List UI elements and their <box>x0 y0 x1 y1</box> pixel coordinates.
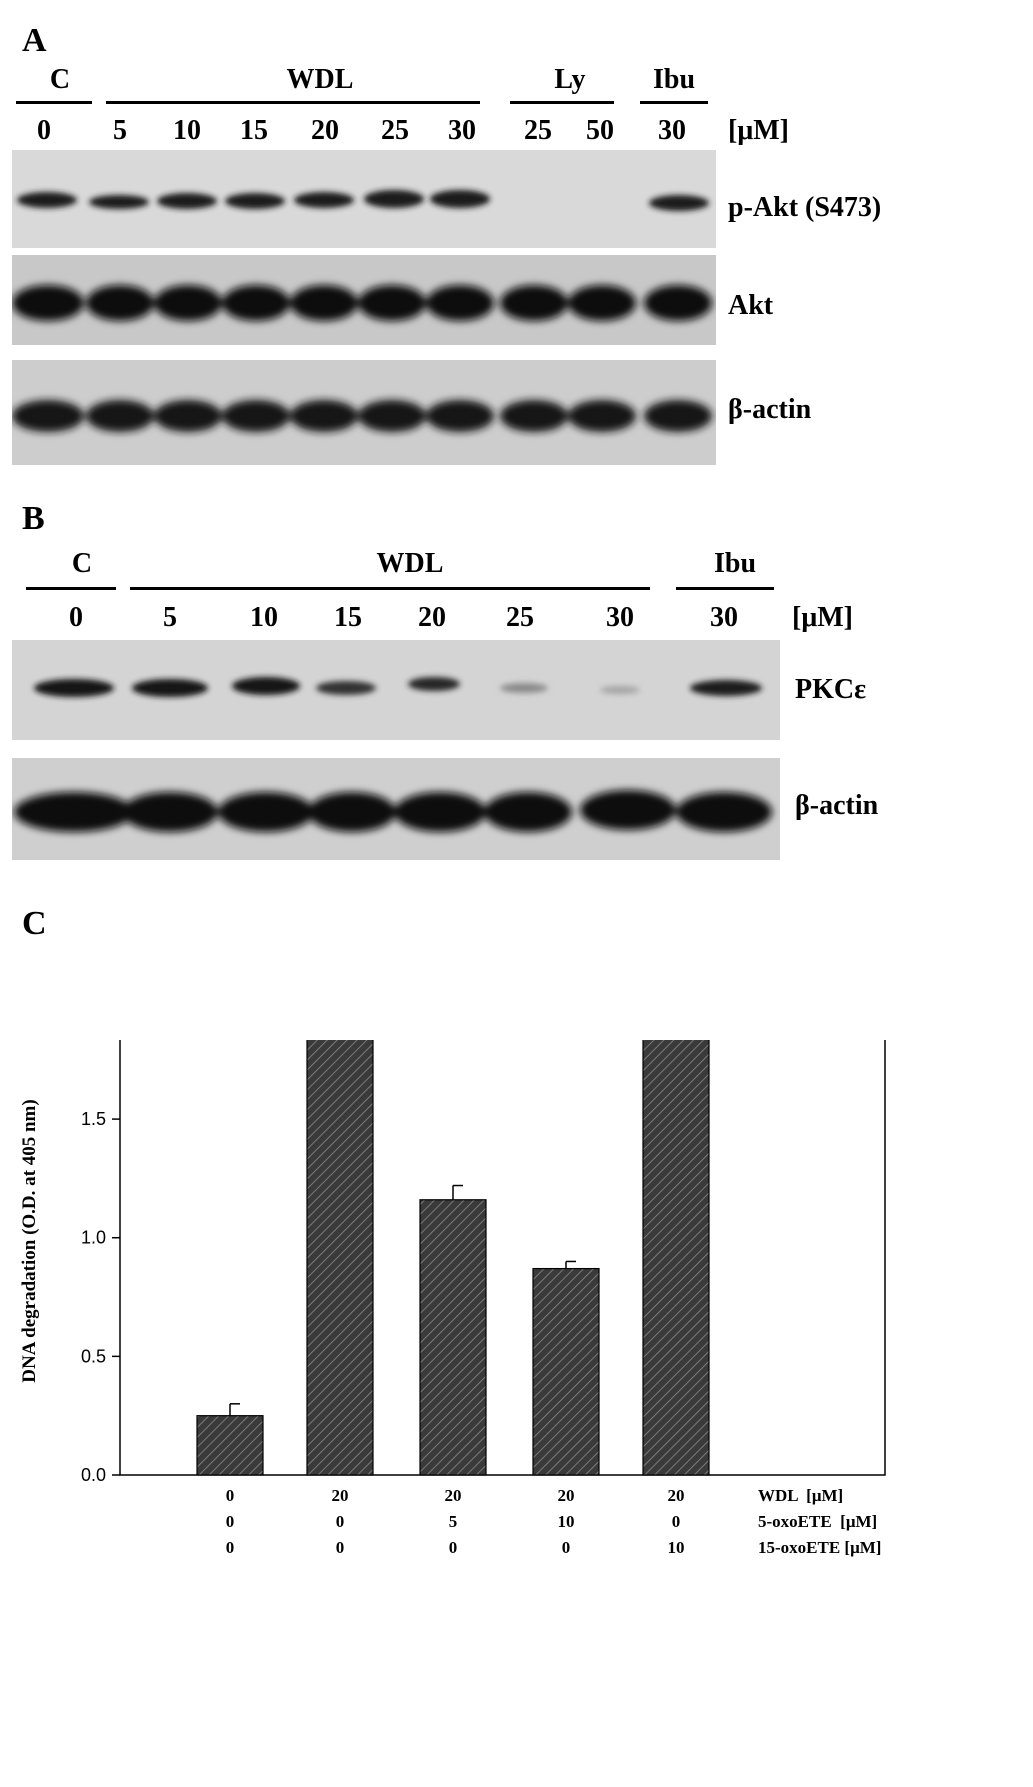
unit-label: [μM] <box>728 115 789 146</box>
y-tick-label: 1.5 <box>81 1109 106 1129</box>
group-line-ibu <box>676 587 774 590</box>
table-cell: 20 <box>331 1486 349 1505</box>
blot-pkce <box>12 640 780 740</box>
y-tick-label: 1.0 <box>81 1228 106 1248</box>
group-line-c <box>16 101 92 104</box>
table-row-label: 15-oxoETE [μM] <box>758 1538 882 1557</box>
lane-label: 0 <box>69 602 83 633</box>
table-cell: 5 <box>448 1512 458 1531</box>
table-cell: 20 <box>667 1486 685 1505</box>
lane-label: 20 <box>418 602 446 633</box>
blot-pakt-image <box>12 150 716 248</box>
group-label-ibu: Ibu <box>652 64 696 95</box>
bar <box>306 1040 374 1476</box>
y-tick-label: 0.0 <box>81 1465 106 1485</box>
bar <box>642 1040 710 1476</box>
group-label-c: C <box>71 548 93 579</box>
table-cell: 10 <box>667 1538 685 1557</box>
lane-label: 5 <box>163 602 177 633</box>
table-cell: 0 <box>225 1486 235 1505</box>
table-cell: 10 <box>557 1512 575 1531</box>
table-cell: 20 <box>557 1486 575 1505</box>
group-line-ly <box>510 101 614 104</box>
lane-label: 25 <box>381 115 409 146</box>
bar <box>196 1415 264 1476</box>
bar-chart: 0.00.51.01.52.0LNCaP cells <box>81 1040 886 1485</box>
group-line-wdl <box>130 587 650 590</box>
plot-frame <box>119 1040 886 1476</box>
table-cell: 20 <box>444 1486 462 1505</box>
panel-c-letter: C <box>22 905 47 942</box>
bar <box>532 1267 600 1476</box>
table-cell: 0 <box>335 1512 345 1531</box>
blot-label-pakt: p-Akt (S473) <box>728 192 882 223</box>
blot-label-actin-b: β-actin <box>795 790 879 821</box>
table-cell: 0 <box>671 1512 681 1531</box>
blot-pkce-image <box>12 640 780 740</box>
table-cell: 0 <box>225 1538 235 1557</box>
table-row-label: 5-oxoETE [μM] <box>758 1512 878 1531</box>
group-label-ly: Ly <box>554 64 586 95</box>
blot-akt-image <box>12 255 716 345</box>
blot-actin-a <box>12 360 716 465</box>
group-label-ibu: Ibu <box>713 548 757 579</box>
group-label-c: C <box>49 64 71 95</box>
blot-akt <box>12 255 716 345</box>
panel-a-letter: A <box>22 22 47 59</box>
table-cell: 0 <box>335 1538 345 1557</box>
lane-label: 30 <box>606 602 634 633</box>
lane-label: 25 <box>524 115 552 146</box>
blot-label-actin-a: β-actin <box>728 394 812 425</box>
lane-label: 10 <box>173 115 201 146</box>
lane-label: 30 <box>448 115 476 146</box>
lane-label: 10 <box>250 602 278 633</box>
group-label-wdl: WDL <box>286 64 354 95</box>
lane-label: 20 <box>311 115 339 146</box>
lane-label: 15 <box>240 115 268 146</box>
blot-pakt <box>12 150 716 248</box>
lane-label: 50 <box>586 115 614 146</box>
blot-actin-a-image <box>12 360 716 465</box>
y-axis-label: DNA degradation (O.D. at 405 nm) <box>19 1099 40 1383</box>
blot-actin-b <box>12 758 780 860</box>
lane-label: 30 <box>710 602 738 633</box>
lane-label: 25 <box>506 602 534 633</box>
blot-actin-b-image <box>12 758 780 860</box>
blot-label-akt: Akt <box>728 290 774 321</box>
lane-label: 5 <box>113 115 127 146</box>
table-cell: 0 <box>448 1538 458 1557</box>
group-line-ibu <box>640 101 708 104</box>
table-row-label: WDL [μM] <box>758 1486 844 1505</box>
lane-label: 15 <box>334 602 362 633</box>
y-tick-label: 0.5 <box>81 1346 106 1366</box>
group-line-wdl <box>106 101 480 104</box>
group-label-wdl: WDL <box>376 548 444 579</box>
lane-label: 0 <box>37 115 51 146</box>
bar <box>419 1199 487 1476</box>
unit-label: [μM] <box>792 602 853 633</box>
lane-label: 30 <box>658 115 686 146</box>
group-line-c <box>26 587 116 590</box>
panel-b-letter: B <box>22 500 45 537</box>
table-cell: 0 <box>225 1512 235 1531</box>
blot-label-pkce: PKCε <box>795 674 867 705</box>
table-cell: 0 <box>561 1538 571 1557</box>
